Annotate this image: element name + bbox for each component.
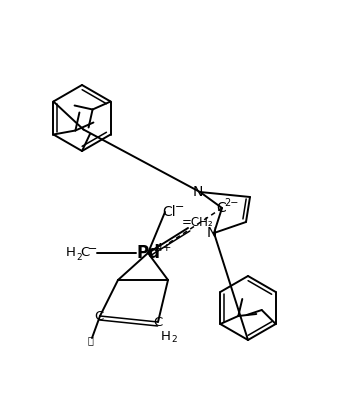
Text: H: H bbox=[161, 329, 171, 343]
Text: 4+: 4+ bbox=[156, 243, 172, 253]
Text: N: N bbox=[193, 185, 203, 199]
Text: −: − bbox=[175, 202, 185, 212]
Text: =CH₂: =CH₂ bbox=[182, 217, 214, 230]
Text: Cl: Cl bbox=[162, 205, 176, 219]
Text: C: C bbox=[80, 246, 90, 259]
Text: 2: 2 bbox=[171, 336, 177, 345]
Text: 2: 2 bbox=[76, 252, 82, 261]
Text: C: C bbox=[94, 310, 104, 323]
Text: C: C bbox=[153, 316, 163, 329]
Text: C: C bbox=[216, 201, 226, 215]
Text: 2−: 2− bbox=[224, 198, 238, 208]
Text: −: − bbox=[88, 244, 98, 254]
Text: N: N bbox=[207, 226, 217, 240]
Text: ⌕: ⌕ bbox=[87, 335, 93, 345]
Text: H: H bbox=[66, 246, 76, 259]
Text: Pd: Pd bbox=[136, 244, 160, 262]
